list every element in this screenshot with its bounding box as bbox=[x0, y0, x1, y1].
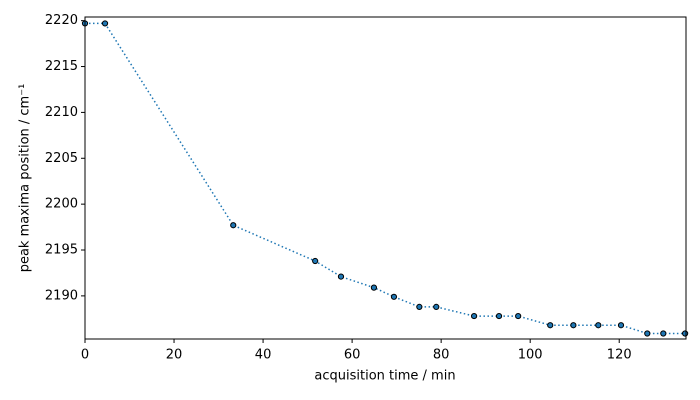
y-tick-label: 2190 bbox=[45, 288, 78, 303]
y-tick-label: 2195 bbox=[45, 243, 78, 258]
data-point bbox=[617, 322, 625, 329]
y-tick-label: 2200 bbox=[45, 197, 78, 212]
x-tick-label: 100 bbox=[518, 348, 543, 363]
data-point bbox=[515, 312, 522, 320]
data-point bbox=[595, 322, 602, 329]
x-axis-label: acquisition time / min bbox=[314, 369, 455, 384]
data-point bbox=[682, 330, 689, 337]
data-point bbox=[570, 322, 577, 329]
data-point bbox=[660, 330, 667, 337]
data-point bbox=[644, 330, 651, 337]
data-point bbox=[433, 303, 440, 310]
data-point bbox=[416, 303, 423, 310]
data-line bbox=[85, 22, 686, 335]
data-point bbox=[547, 322, 554, 329]
data-point bbox=[312, 257, 319, 265]
data-point bbox=[101, 20, 109, 27]
y-tick-label: 2220 bbox=[45, 13, 78, 28]
y-tick-label: 2215 bbox=[45, 59, 78, 74]
x-tick-label: 20 bbox=[166, 348, 183, 363]
data-point bbox=[470, 312, 478, 320]
x-tick-label: 60 bbox=[344, 348, 361, 363]
x-tick-label: 0 bbox=[81, 348, 89, 363]
x-tick-label: 80 bbox=[433, 348, 450, 363]
data-point bbox=[390, 293, 398, 300]
data-point bbox=[370, 284, 378, 291]
y-axis-label: peak maxima position / cm⁻¹ bbox=[18, 84, 33, 273]
data-point bbox=[337, 273, 345, 280]
data-point bbox=[495, 312, 503, 320]
plot-frame bbox=[84, 16, 687, 340]
x-tick-label: 40 bbox=[255, 348, 272, 363]
x-tick-label: 120 bbox=[607, 348, 632, 363]
data-point bbox=[230, 222, 237, 229]
y-tick-label: 2205 bbox=[45, 151, 78, 166]
y-tick-label: 2210 bbox=[45, 105, 78, 120]
